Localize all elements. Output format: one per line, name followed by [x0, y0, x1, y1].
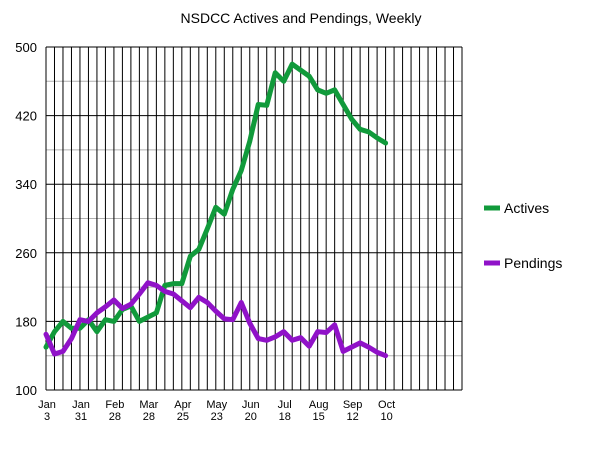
- x-tick-label-day: 31: [75, 411, 87, 423]
- legend: Actives Pendings: [484, 200, 562, 271]
- x-tick-label-day: 28: [109, 411, 121, 423]
- y-axis: 100 180 260 340 420 500: [15, 40, 37, 398]
- y-tick-label: 500: [15, 40, 37, 55]
- series-layer: [43, 61, 389, 359]
- series-line-actives: [43, 61, 389, 350]
- y-tick-label: 100: [15, 383, 37, 398]
- x-tick-label-month: Sep: [343, 399, 363, 411]
- x-tick-label-month: May: [206, 399, 227, 411]
- y-tick-label: 180: [15, 314, 37, 329]
- x-tick-label-month: Feb: [105, 399, 124, 411]
- x-tick-label-day: 3: [44, 411, 50, 423]
- x-tick-label-month: Oct: [378, 399, 395, 411]
- y-tick-label: 420: [15, 109, 37, 124]
- x-tick-label-month: Aug: [309, 399, 329, 411]
- x-tick-label-month: Jan: [72, 399, 90, 411]
- legend-label-actives: Actives: [504, 200, 549, 216]
- x-tick-label-day: 28: [143, 411, 155, 423]
- x-tick-label-day: 12: [347, 411, 359, 423]
- series-line-pendings: [43, 280, 389, 359]
- x-tick-label-month: Jul: [278, 399, 292, 411]
- x-axis: Jan3Jan31Feb28Mar28Apr25May23Jun20Jul18A…: [38, 399, 395, 423]
- legend-label-pendings: Pendings: [504, 255, 562, 271]
- x-tick-label-day: 20: [245, 411, 257, 423]
- y-tick-label: 260: [15, 246, 37, 261]
- x-tick-label-day: 10: [380, 411, 392, 423]
- x-tick-label-month: Jan: [38, 399, 56, 411]
- x-tick-label-day: 25: [177, 411, 189, 423]
- chart-title: NSDCC Actives and Pendings, Weekly: [181, 10, 422, 26]
- x-tick-label-month: Mar: [139, 399, 158, 411]
- y-tick-label: 340: [15, 177, 37, 192]
- x-tick-label-day: 18: [279, 411, 291, 423]
- plot-area: [45, 46, 463, 391]
- x-tick-label-month: Jun: [242, 399, 260, 411]
- x-tick-label-day: 23: [211, 411, 223, 423]
- x-tick-label-month: Apr: [174, 399, 191, 411]
- x-tick-label-day: 15: [313, 411, 325, 423]
